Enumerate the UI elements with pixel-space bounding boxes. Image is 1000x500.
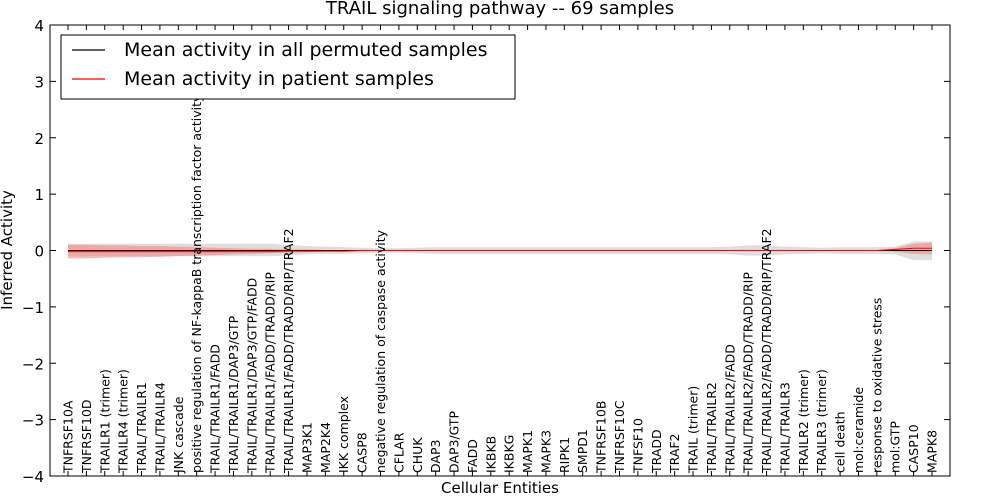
y-tick-label: −4 — [22, 468, 44, 486]
y-tick-label: −2 — [22, 355, 44, 373]
legend: Mean activity in all permuted samples Mea… — [60, 34, 516, 100]
x-tick-label: IKBKG — [502, 435, 517, 473]
x-tick-label: positive regulation of NF-kappaB transcr… — [189, 94, 204, 473]
y-tick-label: 3 — [34, 73, 44, 91]
x-tick-label: MAP3K1 — [300, 422, 315, 473]
y-tick-label: 1 — [34, 186, 44, 204]
x-tick-label: TRAIL (trimer) — [686, 386, 701, 474]
plot-area — [68, 241, 932, 261]
x-tick-labels: TNFRSF10A TNFRSF10D TRAILR1 (trimer) TRAILR… — [61, 94, 940, 474]
x-tick-label: MAP2K4 — [318, 422, 333, 473]
x-tick-label: TRADD — [649, 429, 664, 474]
x-axis-label: Cellular Entities — [441, 479, 559, 497]
x-tick-label: TNFRSF10A — [61, 400, 76, 474]
x-tick-label: TRAIL/TRAILR1 — [134, 382, 149, 474]
x-tick-label: MAPK8 — [925, 430, 940, 473]
x-tick-label: TRAF2 — [667, 433, 682, 474]
x-tick-label: response to oxidative stress — [869, 298, 884, 473]
x-tick-label: IKBKB — [483, 436, 498, 473]
chart-title: TRAIL signaling pathway -- 69 samples — [325, 0, 674, 19]
x-tick-label: TRAIL/TRAILR2 — [704, 382, 719, 474]
x-tick-label: MAPK3 — [539, 430, 554, 473]
x-tick-label: TRAIL/TRAILR3 — [777, 382, 792, 474]
y-axis-label: Inferred Activity — [0, 190, 16, 310]
x-tick-label: TRAILR4 (trimer) — [116, 369, 131, 474]
x-tick-label: TRAILR3 (trimer) — [814, 369, 829, 474]
x-tick-label: JNK cascade — [171, 396, 186, 474]
x-tick-label: TNFRSF10B — [594, 401, 609, 474]
x-tick-label: TRAIL/TRAILR1/FADD/TRADD/RIP — [263, 272, 278, 474]
x-tick-label: CHUK — [410, 437, 425, 473]
x-tick-label: CASP10 — [906, 424, 921, 473]
x-tick-label: TRAIL/TRAILR2/FADD — [722, 344, 737, 474]
x-tick-label: TRAIL/TRAILR1/FADD/TRADD/RIP/TRAF2 — [281, 228, 296, 474]
x-tick-label: TRAIL/TRAILR1/FADD — [208, 344, 223, 474]
legend-entry: Mean activity in all permuted samples — [124, 39, 487, 61]
x-tick-label: TRAILR1 (trimer) — [97, 369, 112, 474]
y-tick-label: 2 — [34, 130, 44, 148]
x-tick-label: TRAIL/TRAILR4 — [152, 382, 167, 474]
x-tick-label: SMPD1 — [575, 429, 590, 473]
x-tick-label: negative regulation of caspase activity — [373, 229, 388, 473]
y-tick-label: 4 — [34, 17, 44, 35]
x-tick-label: TNFRSF10D — [79, 399, 94, 474]
legend-box — [60, 34, 516, 100]
x-tick-label: TNFSF10 — [630, 418, 645, 474]
axis-ticks: −4 −3 −2 −1 0 1 2 3 4 — [22, 17, 950, 486]
x-tick-label: cell death — [833, 411, 848, 473]
series-line-patient — [68, 247, 932, 253]
x-tick-label: TRAIL/TRAILR2/FADD/TRADD/RIP/TRAF2 — [759, 228, 774, 474]
x-tick-label: TRAIL/TRAILR1/DAP3/GTP/FADD — [244, 278, 259, 474]
x-tick-label: TRAILR2 (trimer) — [796, 369, 811, 474]
x-tick-label: IKK complex — [336, 396, 351, 473]
plot-frame — [49, 24, 951, 477]
x-tick-label: DAP3/GTP — [447, 410, 462, 473]
legend-entry: Mean activity in patient samples — [124, 68, 434, 90]
x-tick-label: FADD — [465, 439, 480, 473]
x-tick-label: MAPK1 — [520, 430, 535, 473]
x-tick-label: TRAIL/TRAILR2/FADD/TRADD/RIP — [741, 272, 756, 474]
x-tick-label: DAP3 — [428, 440, 443, 473]
y-tick-label: −3 — [22, 412, 44, 430]
y-tick-label: −1 — [22, 299, 44, 317]
x-tick-label: mol:GTP — [888, 421, 903, 473]
y-tick-label: 0 — [34, 243, 44, 261]
x-tick-label: TRAIL/TRAILR1/DAP3/GTP — [226, 315, 241, 474]
x-tick-label: TNFRSF10C — [612, 400, 627, 474]
x-tick-label: RIPK1 — [557, 437, 572, 473]
x-tick-label: CASP8 — [355, 432, 370, 473]
x-tick-label: CFLAR — [391, 432, 406, 473]
x-tick-label: mol:ceramide — [851, 387, 866, 473]
